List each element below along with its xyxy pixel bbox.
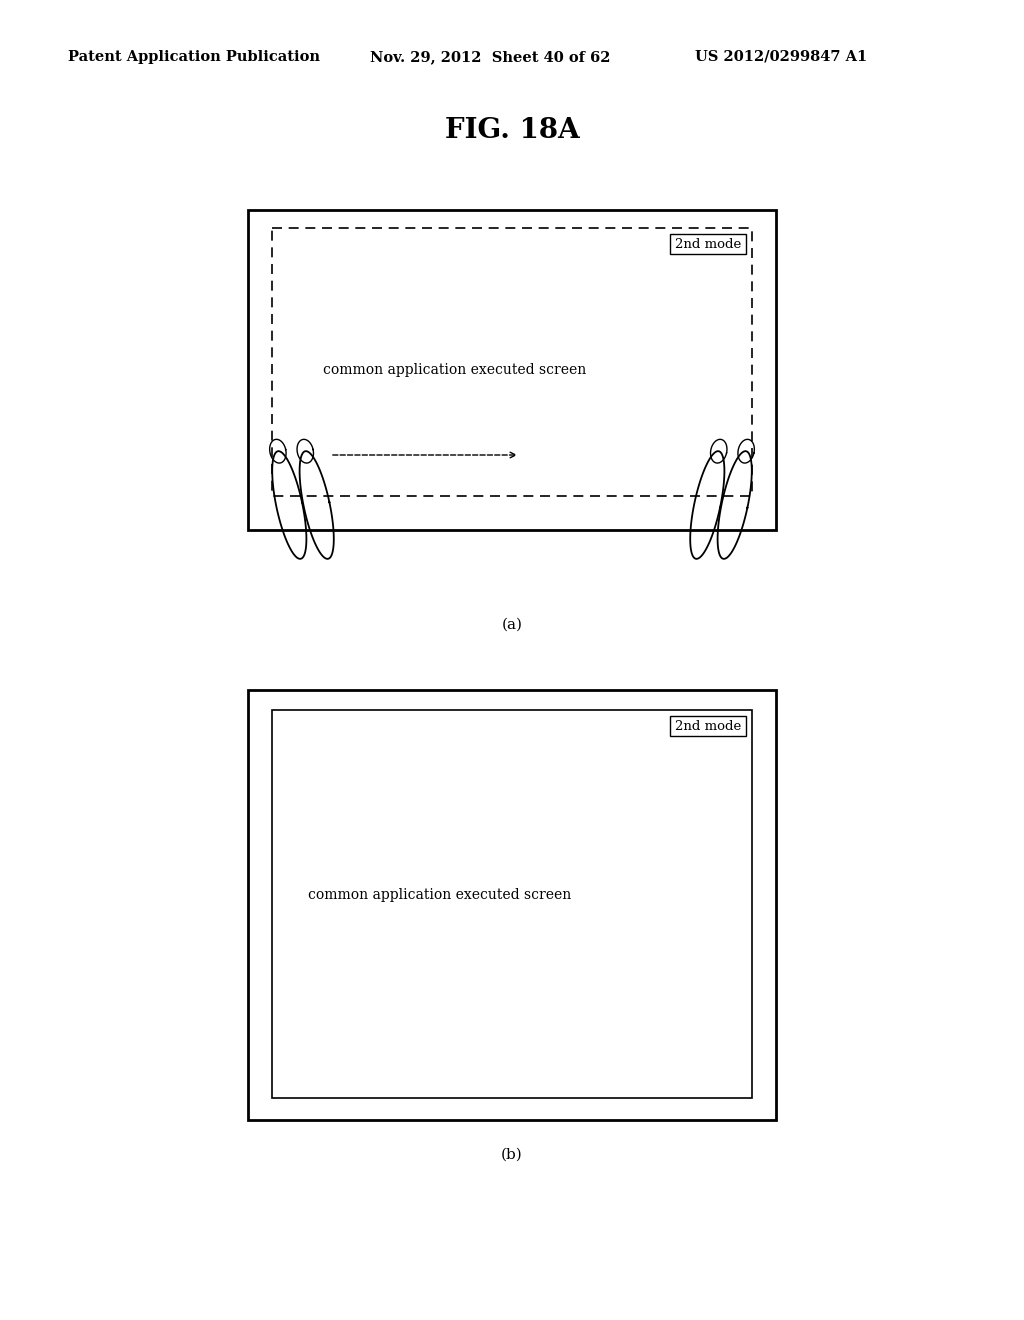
Text: US 2012/0299847 A1: US 2012/0299847 A1: [695, 50, 867, 63]
Text: (a): (a): [502, 618, 522, 632]
Text: 2nd mode: 2nd mode: [675, 238, 741, 251]
Text: Patent Application Publication: Patent Application Publication: [68, 50, 319, 63]
Text: (b): (b): [501, 1148, 523, 1162]
Text: FIG. 18A: FIG. 18A: [444, 116, 580, 144]
Text: common application executed screen: common application executed screen: [324, 363, 587, 378]
Text: Nov. 29, 2012  Sheet 40 of 62: Nov. 29, 2012 Sheet 40 of 62: [370, 50, 610, 63]
Bar: [670, 234, 746, 253]
Text: common application executed screen: common application executed screen: [308, 888, 571, 902]
Bar: [248, 690, 776, 1119]
Bar: [248, 210, 776, 531]
Text: 2nd mode: 2nd mode: [675, 719, 741, 733]
Bar: [272, 228, 752, 496]
Bar: [670, 715, 746, 737]
Bar: [272, 710, 752, 1098]
